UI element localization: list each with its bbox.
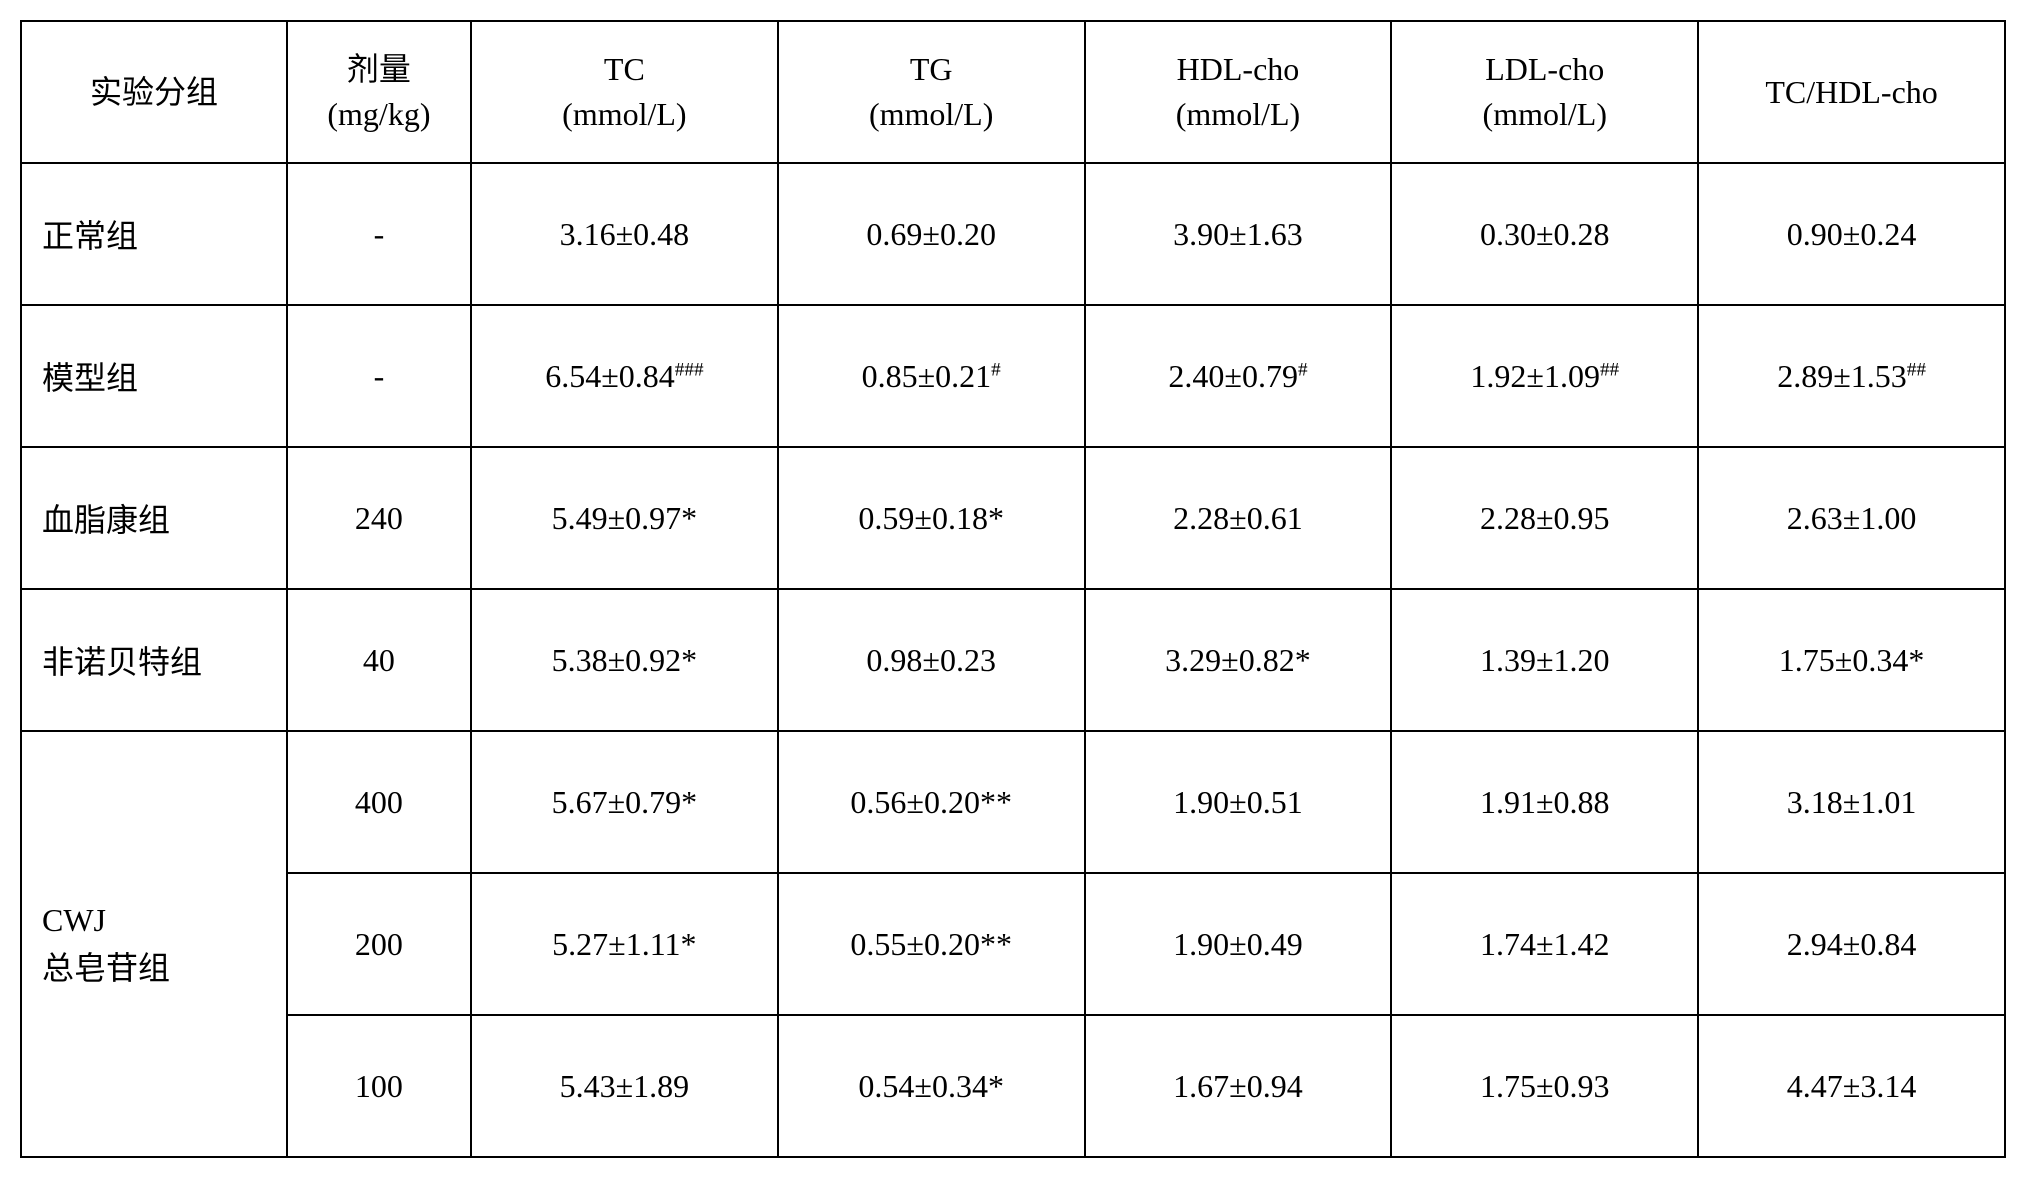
cell-hdl: 2.28±0.61 bbox=[1085, 447, 1392, 589]
header-label: HDL-cho bbox=[1086, 47, 1391, 92]
header-ldl: LDL-cho (mmol/L) bbox=[1391, 21, 1698, 163]
header-unit: (mmol/L) bbox=[472, 92, 777, 137]
sig-marker: ## bbox=[1907, 359, 1926, 380]
header-tg: TG (mmol/L) bbox=[778, 21, 1085, 163]
cell-tg: 0.59±0.18* bbox=[778, 447, 1085, 589]
cell-hdl: 1.67±0.94 bbox=[1085, 1015, 1392, 1157]
header-unit: (mmol/L) bbox=[1086, 92, 1391, 137]
cell-hdl: 2.40±0.79# bbox=[1085, 305, 1392, 447]
cell-tg: 0.54±0.34* bbox=[778, 1015, 1085, 1157]
table-row: CWJ 总皂苷组 400 5.67±0.79* 0.56±0.20** 1.90… bbox=[21, 731, 2005, 873]
sig-marker: # bbox=[991, 359, 1001, 380]
header-unit: (mmol/L) bbox=[1392, 92, 1697, 137]
cell-ldl: 1.75±0.93 bbox=[1391, 1015, 1698, 1157]
header-label: 剂量 bbox=[288, 47, 470, 92]
cell-tc: 5.38±0.92* bbox=[471, 589, 778, 731]
cwj-label-line2: 总皂苷组 bbox=[42, 944, 286, 992]
cell-tg: 0.98±0.23 bbox=[778, 589, 1085, 731]
cell-group: 血脂康组 bbox=[21, 447, 287, 589]
cell-hdl: 1.90±0.49 bbox=[1085, 873, 1392, 1015]
cell-ratio: 2.63±1.00 bbox=[1698, 447, 2005, 589]
table-row: 模型组 - 6.54±0.84### 0.85±0.21# 2.40±0.79#… bbox=[21, 305, 2005, 447]
cell-tc: 5.43±1.89 bbox=[471, 1015, 778, 1157]
cell-tg: 0.56±0.20** bbox=[778, 731, 1085, 873]
cell-tg: 0.55±0.20** bbox=[778, 873, 1085, 1015]
sig-marker: # bbox=[1298, 359, 1308, 380]
cell-ldl: 1.39±1.20 bbox=[1391, 589, 1698, 731]
cell-tc: 5.49±0.97* bbox=[471, 447, 778, 589]
header-tc: TC (mmol/L) bbox=[471, 21, 778, 163]
header-label: TC bbox=[472, 47, 777, 92]
cell-hdl: 3.29±0.82* bbox=[1085, 589, 1392, 731]
cell-dose: 200 bbox=[287, 873, 471, 1015]
header-label: 实验分组 bbox=[22, 70, 286, 115]
cell-group-cwj: CWJ 总皂苷组 bbox=[21, 731, 287, 1157]
cell-ldl: 1.91±0.88 bbox=[1391, 731, 1698, 873]
cell-tc: 5.27±1.11* bbox=[471, 873, 778, 1015]
cell-tc: 5.67±0.79* bbox=[471, 731, 778, 873]
cell-ratio: 2.89±1.53## bbox=[1698, 305, 2005, 447]
cell-group: 非诺贝特组 bbox=[21, 589, 287, 731]
header-ratio: TC/HDL-cho bbox=[1698, 21, 2005, 163]
cell-ldl: 0.30±0.28 bbox=[1391, 163, 1698, 305]
header-label: TC/HDL-cho bbox=[1699, 70, 2004, 115]
header-dose: 剂量 (mg/kg) bbox=[287, 21, 471, 163]
table-row: 200 5.27±1.11* 0.55±0.20** 1.90±0.49 1.7… bbox=[21, 873, 2005, 1015]
header-group: 实验分组 bbox=[21, 21, 287, 163]
cell-group: 正常组 bbox=[21, 163, 287, 305]
cell-tc: 3.16±0.48 bbox=[471, 163, 778, 305]
table-row: 100 5.43±1.89 0.54±0.34* 1.67±0.94 1.75±… bbox=[21, 1015, 2005, 1157]
cell-ldl: 1.92±1.09## bbox=[1391, 305, 1698, 447]
header-unit: (mg/kg) bbox=[288, 92, 470, 137]
cell-tc: 6.54±0.84### bbox=[471, 305, 778, 447]
sig-marker: ## bbox=[1600, 359, 1619, 380]
data-table: 实验分组 剂量 (mg/kg) TC (mmol/L) TG (mmol/L) … bbox=[20, 20, 2006, 1158]
header-label: LDL-cho bbox=[1392, 47, 1697, 92]
table-row: 非诺贝特组 40 5.38±0.92* 0.98±0.23 3.29±0.82*… bbox=[21, 589, 2005, 731]
table-row: 血脂康组 240 5.49±0.97* 0.59±0.18* 2.28±0.61… bbox=[21, 447, 2005, 589]
cell-dose: - bbox=[287, 163, 471, 305]
table-row: 正常组 - 3.16±0.48 0.69±0.20 3.90±1.63 0.30… bbox=[21, 163, 2005, 305]
cell-dose: - bbox=[287, 305, 471, 447]
cell-ratio: 1.75±0.34* bbox=[1698, 589, 2005, 731]
sig-marker: ### bbox=[675, 359, 704, 380]
cell-tg: 0.85±0.21# bbox=[778, 305, 1085, 447]
cell-dose: 240 bbox=[287, 447, 471, 589]
cell-dose: 40 bbox=[287, 589, 471, 731]
cell-group: 模型组 bbox=[21, 305, 287, 447]
cell-tg: 0.69±0.20 bbox=[778, 163, 1085, 305]
header-row: 实验分组 剂量 (mg/kg) TC (mmol/L) TG (mmol/L) … bbox=[21, 21, 2005, 163]
cell-ratio: 4.47±3.14 bbox=[1698, 1015, 2005, 1157]
header-hdl: HDL-cho (mmol/L) bbox=[1085, 21, 1392, 163]
cell-ldl: 2.28±0.95 bbox=[1391, 447, 1698, 589]
cell-ratio: 3.18±1.01 bbox=[1698, 731, 2005, 873]
header-unit: (mmol/L) bbox=[779, 92, 1084, 137]
header-label: TG bbox=[779, 47, 1084, 92]
cell-ratio: 2.94±0.84 bbox=[1698, 873, 2005, 1015]
cell-dose: 400 bbox=[287, 731, 471, 873]
cell-hdl: 1.90±0.51 bbox=[1085, 731, 1392, 873]
cell-dose: 100 bbox=[287, 1015, 471, 1157]
cwj-label-line1: CWJ bbox=[42, 896, 286, 944]
cell-hdl: 3.90±1.63 bbox=[1085, 163, 1392, 305]
cell-ldl: 1.74±1.42 bbox=[1391, 873, 1698, 1015]
cell-ratio: 0.90±0.24 bbox=[1698, 163, 2005, 305]
